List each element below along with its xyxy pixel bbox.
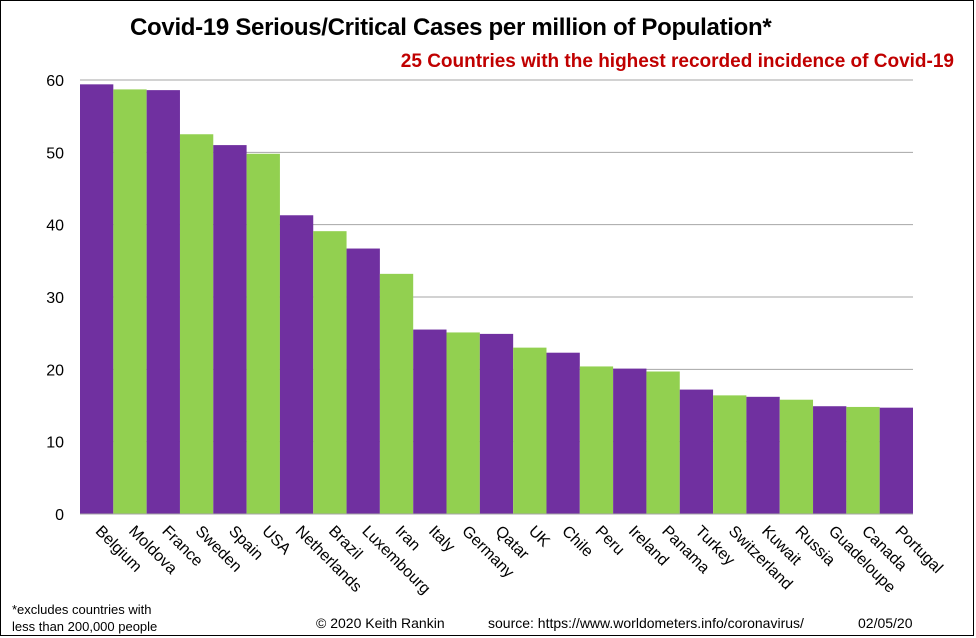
y-tick-label: 10 xyxy=(46,435,64,452)
bar-chile xyxy=(546,352,580,514)
bar-canada xyxy=(846,406,880,514)
y-tick-label: 60 xyxy=(46,73,64,90)
bar-ireland xyxy=(613,368,647,514)
bar-peru xyxy=(579,366,614,514)
y-tick-label: 50 xyxy=(46,145,64,162)
bar-germany xyxy=(446,332,480,514)
x-tick-labels: BelgiumMoldovaFranceSwedenSpainUSANether… xyxy=(92,523,946,598)
y-tick-labels: 0 10 20 30 40 50 60 xyxy=(46,73,64,524)
y-tick-label: 0 xyxy=(55,507,64,524)
footnote-line-1: *excludes countries with xyxy=(12,602,152,617)
bar-netherlands xyxy=(279,215,314,514)
copyright-credit: © 2020 Keith Rankin xyxy=(316,615,445,631)
bar-qatar xyxy=(479,333,514,514)
footnote-line-2: less than 200,000 people xyxy=(12,619,158,634)
bar-brazil xyxy=(313,231,347,514)
source-citation: source: https://www.worldometers.info/co… xyxy=(488,615,804,631)
y-tick-label: 40 xyxy=(46,218,64,235)
bar-kuwait xyxy=(746,396,780,514)
bar-iran xyxy=(379,273,414,514)
bar-sweden xyxy=(179,134,214,514)
bar-france xyxy=(146,90,180,515)
bar-luxembourg xyxy=(346,248,380,514)
x-tick-label: UK xyxy=(525,523,553,551)
bar-guadeloupe xyxy=(813,406,847,514)
bar-moldova xyxy=(113,89,147,515)
x-tick-label: Italy xyxy=(425,523,458,556)
bars xyxy=(80,84,913,515)
bar-italy xyxy=(413,329,447,514)
y-tick-label: 20 xyxy=(46,362,64,379)
chart-date: 02/05/20 xyxy=(858,615,913,631)
bar-turkey xyxy=(679,389,714,514)
bar-russia xyxy=(779,399,814,514)
bar-portugal xyxy=(879,407,913,514)
y-tick-label: 30 xyxy=(46,290,64,307)
bar-usa xyxy=(246,153,280,514)
chart-subtitle: 25 Countries with the highest recorded i… xyxy=(400,51,954,72)
bar-switzerland xyxy=(713,395,747,514)
footnote: *excludes countries with less than 200,0… xyxy=(12,601,212,635)
x-tick-label: Peru xyxy=(592,523,628,559)
x-tick-label: Chile xyxy=(558,523,596,561)
bar-panama xyxy=(646,371,680,514)
bar-uk xyxy=(513,347,547,514)
chart-title: Covid-19 Serious/Critical Cases per mill… xyxy=(130,14,772,41)
bar-spain xyxy=(213,145,247,514)
bar-belgium xyxy=(80,84,114,514)
